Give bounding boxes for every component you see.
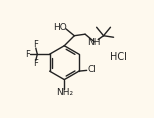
Text: HO: HO	[54, 23, 67, 32]
Text: NH: NH	[87, 38, 100, 47]
Text: F: F	[25, 50, 30, 59]
Text: NH₂: NH₂	[56, 88, 73, 97]
Text: F: F	[33, 40, 38, 49]
Text: Cl: Cl	[88, 65, 97, 74]
Text: F: F	[33, 59, 38, 68]
Text: HCl: HCl	[110, 52, 127, 62]
